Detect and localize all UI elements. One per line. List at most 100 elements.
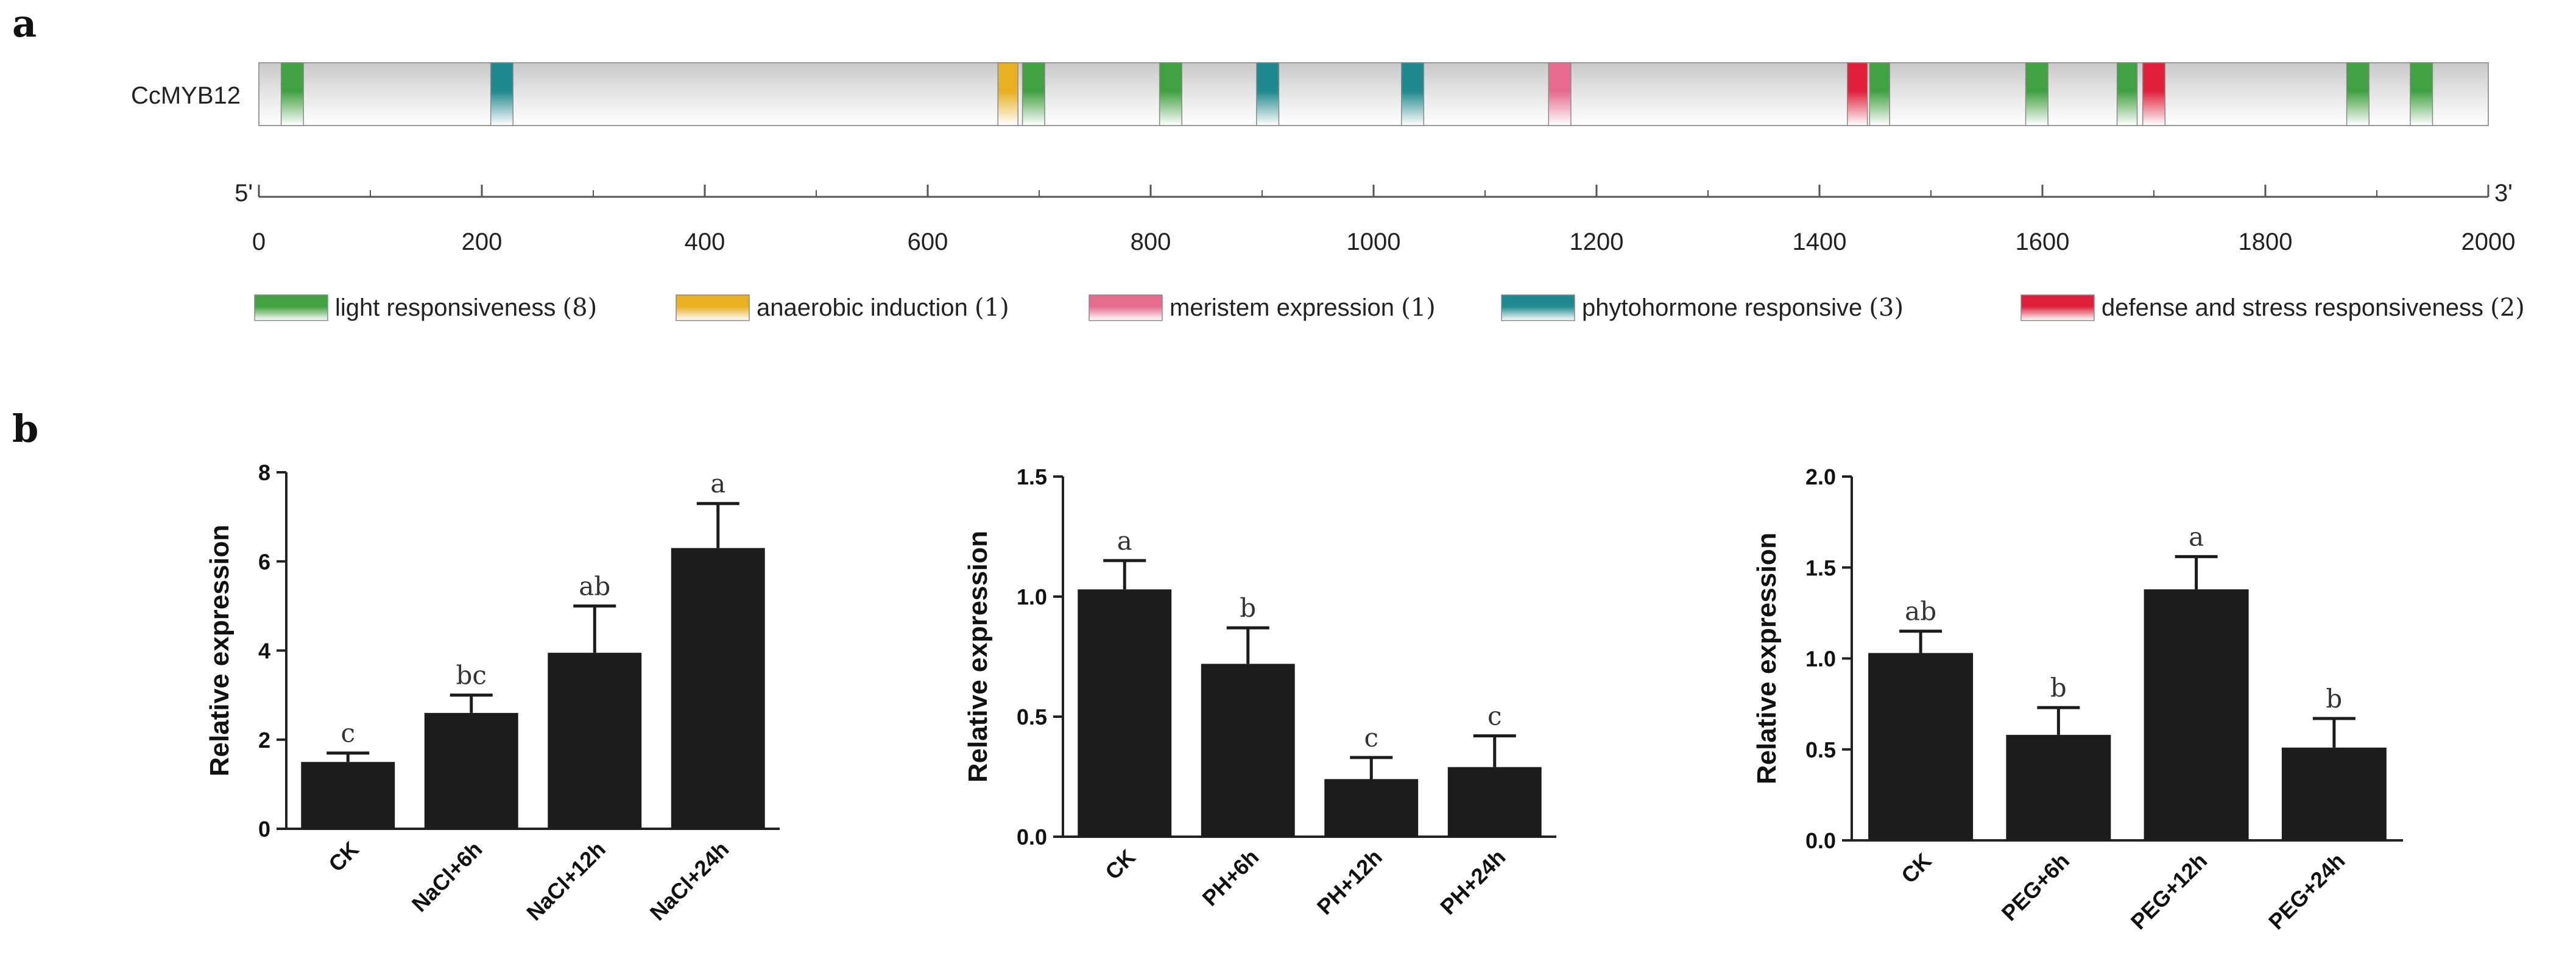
cis-element-defense: [1847, 62, 1868, 126]
legend-label: light responsiveness (8): [335, 294, 597, 322]
bar: [1201, 664, 1295, 837]
cis-element-light: [2410, 62, 2433, 126]
ruler-tick-label: 1800: [2239, 229, 2293, 255]
bar: [301, 762, 395, 829]
x-tick-label: NaCl+6h: [407, 837, 487, 917]
y-tick-label: 0.5: [1017, 704, 1047, 729]
y-tick-label: 8: [258, 460, 270, 485]
cis-elements: [280, 62, 2433, 126]
significance-letter: b: [2326, 684, 2342, 714]
y-axis-label: Relative expression: [963, 531, 993, 782]
legend-item-phyto: phytohormone responsive (3): [1501, 294, 1904, 322]
significance-letter: b: [2050, 673, 2067, 703]
significance-letter: b: [1240, 593, 1256, 623]
y-tick-label: 0: [258, 817, 270, 842]
bar: [2006, 734, 2111, 840]
x-tick-label: PEG+24h: [2264, 848, 2349, 934]
y-tick-label: 0.0: [1805, 828, 1836, 853]
cis-element-light: [1869, 62, 1891, 126]
bar: [2281, 747, 2387, 840]
x-tick-label: NaCl+12h: [521, 837, 610, 926]
y-tick-label: 2: [258, 728, 270, 753]
ruler-tick-label: 1400: [1793, 229, 1847, 255]
five-prime-label: 5': [235, 180, 253, 207]
legend-count: (8): [563, 294, 598, 322]
bar: [1078, 589, 1172, 837]
x-tick-label: PEG+6h: [1997, 848, 2074, 926]
cis-element-light: [2346, 62, 2370, 126]
legend-item-anaerobic: anaerobic induction (1): [676, 294, 1009, 322]
y-tick-label: 1.5: [1017, 464, 1047, 489]
gene-label: CcMYB12: [131, 82, 241, 109]
legend-label: phytohormone responsive (3): [1582, 294, 1904, 322]
cis-element-phyto: [490, 62, 513, 126]
cis-element-phyto: [1401, 62, 1425, 126]
cis-element-light: [2025, 62, 2048, 126]
y-tick-label: 1.0: [1805, 647, 1836, 672]
bar-chart-ph: 0.0 0.5 1.0 1.5 Relative expression a CK b PH+6h…: [963, 464, 1556, 920]
bar: [1868, 653, 1974, 840]
y-tick-label: 0.0: [1017, 825, 1047, 850]
cis-element-light: [280, 62, 304, 126]
y-tick-label: 1.5: [1805, 555, 1836, 580]
legend-label: defense and stress responsiveness (2): [2101, 294, 2525, 322]
legend-swatch: [2020, 294, 2095, 321]
x-tick-label: NaCl+24h: [645, 837, 734, 926]
y-tick-label: 0.5: [1805, 737, 1836, 762]
legend-item-light: light responsiveness (8): [254, 294, 597, 322]
bar-chart-nacl: 0 2 4 6 8 Relative expression c CK bc NaCl+6h ab Na…: [205, 460, 780, 925]
x-tick-label: CK: [323, 837, 364, 877]
ruler-tick-label: 600: [908, 229, 948, 255]
cis-element-light: [1022, 62, 1045, 126]
cis-element-phyto: [1256, 62, 1280, 126]
legend: light responsiveness (8) anaerobic induct…: [254, 294, 2525, 322]
promoter-map: CcMYB12 0 200 400 600 800 1000 1200 1400 1600 180…: [131, 62, 2525, 322]
ruler-tick-label: 400: [685, 229, 725, 255]
y-axis-label: Relative expression: [1752, 533, 1782, 784]
legend-swatch: [254, 294, 328, 321]
y-tick-label: 4: [258, 639, 270, 664]
panel-b-letter: b: [12, 406, 38, 451]
significance-letter: c: [1487, 701, 1502, 731]
y-tick-label: 1.0: [1017, 584, 1047, 609]
bar: [548, 653, 642, 829]
three-prime-label: 3': [2494, 180, 2513, 207]
legend-swatch: [1501, 294, 1575, 321]
cis-element-light: [2116, 62, 2138, 126]
legend-count: (1): [975, 294, 1009, 322]
legend-item-defense: defense and stress responsiveness (2): [2020, 294, 2525, 322]
ruler-tick-label: 2000: [2461, 229, 2516, 255]
ruler-tick-label: 0: [252, 229, 266, 255]
bar: [424, 712, 518, 829]
y-tick-label: 6: [258, 549, 270, 574]
ruler-tick-label: 1000: [1347, 229, 1401, 255]
cis-element-meristem: [1548, 62, 1572, 126]
legend-item-meristem: meristem expression (1): [1089, 294, 1436, 322]
significance-letter: c: [341, 718, 355, 748]
ruler-tick-label: 200: [462, 229, 503, 255]
bar: [671, 548, 765, 829]
ruler-tick-label: 1600: [2016, 229, 2070, 255]
legend-count: (2): [2490, 294, 2525, 322]
legend-count: (3): [1869, 294, 1904, 322]
cis-element-light: [1159, 62, 1182, 126]
significance-letter: bc: [456, 661, 487, 690]
bar: [2144, 589, 2249, 840]
legend-count: (1): [1401, 294, 1436, 322]
legend-label: meristem expression (1): [1170, 294, 1436, 322]
y-tick-label: 2.0: [1805, 464, 1836, 489]
x-tick-label: CK: [1100, 845, 1140, 885]
bar: [1324, 779, 1419, 837]
x-tick-label: PH+12h: [1312, 845, 1387, 920]
position-ruler: 0 200 400 600 800 1000 1200 1400 1600 1800 2000: [252, 185, 2516, 255]
legend-swatch: [676, 294, 750, 321]
x-tick-label: PH+6h: [1197, 845, 1263, 911]
significance-letter: c: [1364, 723, 1378, 753]
significance-letter: a: [1117, 526, 1132, 556]
bar: [1447, 767, 1542, 837]
cis-element-defense: [2142, 62, 2166, 126]
panel-a-letter: a: [12, 1, 37, 46]
legend-label: anaerobic induction (1): [757, 294, 1009, 322]
